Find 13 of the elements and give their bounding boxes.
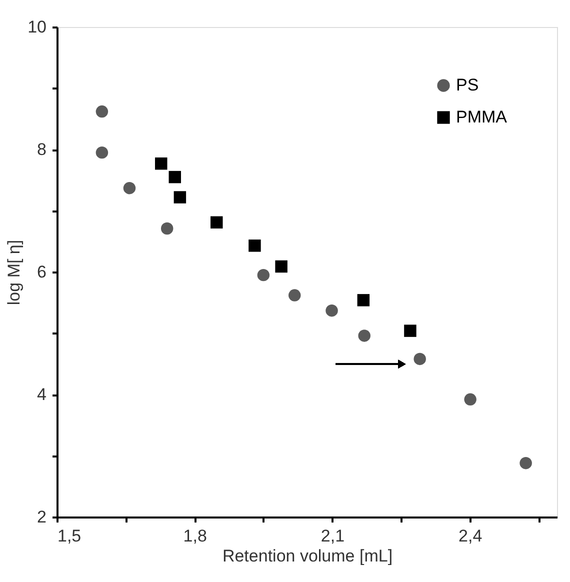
y-tick-label: 10 (28, 18, 46, 36)
y-tick-label: 6 (37, 262, 46, 282)
legend-label: PMMA (456, 108, 508, 126)
x-tick-label: 1,5 (58, 526, 82, 546)
y-tick-label: 2 (37, 508, 46, 526)
x-axis-title: Retention volume [mL] (222, 546, 393, 566)
legend-label: PS (456, 76, 479, 94)
y-axis-title: log M[ η] (4, 240, 24, 306)
y-tick-label: 4 (37, 385, 46, 404)
y-tick-label: 8 (37, 140, 46, 159)
x-tick-label: 2,4 (458, 526, 482, 546)
x-tick-label: 2,1 (320, 526, 345, 546)
x-tick-label: 1,8 (183, 526, 207, 546)
